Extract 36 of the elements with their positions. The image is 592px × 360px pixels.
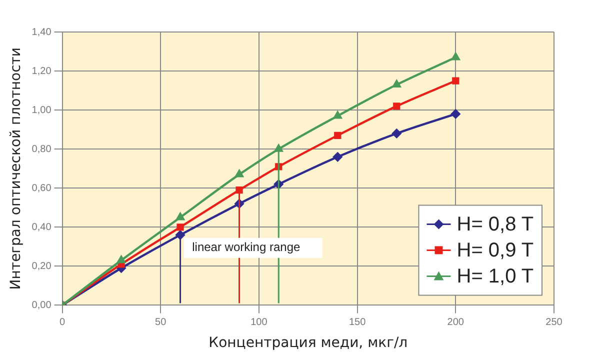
point — [392, 80, 401, 88]
point — [236, 186, 243, 194]
point — [176, 224, 184, 231]
y-axis-title: Интеграл оптической плотности — [8, 47, 24, 290]
point — [452, 52, 460, 60]
point — [334, 132, 342, 139]
y-tick-label: 1,40 — [32, 26, 52, 38]
point — [392, 128, 402, 138]
x-tick-label: 100 — [250, 316, 268, 328]
point — [334, 111, 342, 119]
x-tick-label: 0 — [59, 316, 66, 328]
x-tick-label: 250 — [546, 316, 563, 328]
y-tick-label: 1,20 — [32, 66, 52, 77]
x-tick-label: 150 — [348, 316, 366, 328]
y-tick-label: 0,00 — [32, 300, 52, 311]
x-tick-label: 200 — [447, 316, 464, 328]
point — [176, 212, 184, 220]
point — [333, 152, 342, 162]
point — [452, 77, 460, 84]
legend-label: H= 1,0 T — [456, 266, 534, 288]
annotation: linear working range — [192, 240, 300, 254]
y-tick-label: 0,80 — [32, 144, 52, 155]
y-tick-label: 0,60 — [32, 182, 52, 194]
point — [451, 109, 460, 119]
point — [235, 170, 244, 178]
x-axis-title: Концентрация меди, мкг/л — [208, 335, 408, 352]
point — [393, 102, 400, 110]
y-tick-label: 0,40 — [32, 222, 52, 233]
x-tick-label: 50 — [155, 316, 167, 328]
point — [176, 230, 185, 240]
y-tick-label: 1,00 — [32, 104, 52, 116]
y-tick-label: 0,20 — [32, 260, 52, 272]
point — [117, 256, 126, 264]
point — [274, 144, 283, 152]
legend-label: H= 0,8 T — [456, 214, 534, 236]
legend-label: H= 0,9 T — [456, 240, 534, 262]
